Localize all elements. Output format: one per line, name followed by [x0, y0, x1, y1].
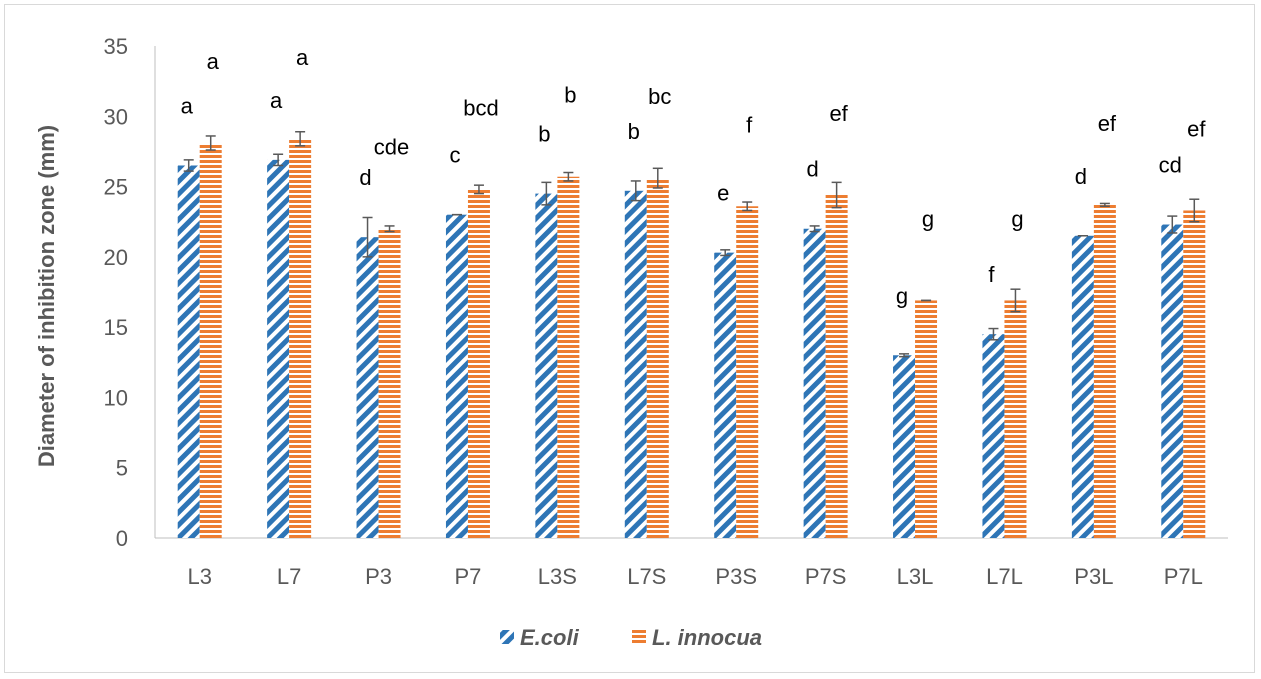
axes: 0 5 10 15 20 25 30 35 L3 L7 P3 P7 L3S L7S P3S P7S L3L L7L…	[104, 34, 1228, 589]
y-tick-label: 25	[104, 175, 128, 200]
legend-label: L. innocua	[652, 625, 762, 650]
error-bar	[1099, 202, 1110, 208]
x-tick-label: P3L	[1074, 564, 1113, 589]
bar-ecoli	[445, 214, 468, 538]
bar-linnocua	[467, 189, 490, 538]
error-bar	[1189, 198, 1200, 223]
significance-label: bc	[648, 84, 671, 109]
significance-label: ef	[1187, 116, 1206, 141]
bar-ecoli	[267, 159, 290, 538]
bar-linnocua	[1093, 204, 1116, 539]
error-bar	[831, 181, 842, 209]
error-bar	[563, 171, 574, 182]
legend-swatch	[500, 630, 514, 644]
bar-ecoli	[893, 355, 916, 538]
x-tick-label: P3S	[715, 564, 757, 589]
bar-linnocua	[825, 195, 848, 538]
bar-linnocua	[736, 206, 759, 538]
significance-label: g	[896, 283, 908, 308]
significance-label: f	[746, 112, 753, 137]
error-bar	[1167, 215, 1178, 234]
x-tick-label: P7	[454, 564, 481, 589]
y-tick-label: 20	[104, 245, 128, 270]
error-bar	[742, 201, 753, 212]
error-bar	[630, 180, 641, 202]
x-tick-label: L7L	[986, 564, 1023, 589]
x-tick-label: P7L	[1164, 564, 1203, 589]
error-bar	[183, 159, 194, 172]
error-bar	[809, 225, 820, 233]
y-tick-label: 5	[116, 456, 128, 481]
bar-ecoli	[1071, 235, 1094, 538]
bar-ecoli	[1161, 224, 1184, 539]
significance-label: ef	[1098, 111, 1117, 136]
error-bar	[988, 327, 999, 341]
significance-label: a	[181, 93, 194, 118]
significance-label: e	[717, 181, 729, 206]
significance-label: d	[359, 165, 371, 190]
significance-label: b	[628, 119, 640, 144]
significance-label: a	[207, 49, 220, 74]
bar-ecoli	[624, 190, 647, 538]
y-tick-label: 30	[104, 104, 128, 129]
x-tick-label: P3	[365, 564, 392, 589]
significance-label: g	[922, 206, 934, 231]
significance-label: bcd	[463, 95, 498, 120]
error-bar	[1010, 288, 1021, 313]
significance-label: f	[988, 262, 995, 287]
bar-ecoli	[356, 237, 379, 539]
error-bar	[273, 153, 284, 167]
y-tick-label: 0	[116, 526, 128, 551]
error-bar	[362, 216, 373, 258]
bar-ecoli	[714, 252, 737, 538]
error-bar	[652, 167, 663, 189]
error-bar	[899, 353, 910, 358]
y-tick-label: 10	[104, 385, 128, 410]
y-axis-title: Diameter of inhibition zone (mm)	[34, 125, 59, 467]
significance-label: b	[538, 122, 550, 147]
bar-linnocua	[199, 142, 222, 538]
bar-linnocua	[378, 228, 401, 538]
significance-label: d	[807, 157, 819, 182]
bars	[177, 130, 1206, 539]
significance-label: a	[296, 45, 309, 70]
y-tick-label: 35	[104, 34, 128, 59]
error-bar	[205, 135, 216, 151]
bar-linnocua	[1183, 210, 1206, 538]
legend: E.coli L. innocua	[500, 625, 762, 650]
bar-ecoli	[535, 193, 558, 538]
error-bar	[720, 249, 731, 257]
significance-label: d	[1075, 164, 1087, 189]
significance-label: g	[1011, 206, 1023, 231]
significance-label: b	[564, 83, 576, 108]
legend-swatch	[632, 630, 646, 644]
error-bar	[384, 225, 395, 233]
bar-ecoli	[177, 165, 200, 538]
x-tick-label: L7S	[627, 564, 666, 589]
bar-linnocua	[289, 138, 312, 538]
bar-linnocua	[1004, 300, 1027, 538]
bar-linnocua	[915, 300, 938, 538]
x-tick-label: L3	[187, 564, 211, 589]
significance-label: cde	[374, 135, 409, 160]
significance-label: ef	[829, 101, 848, 126]
x-tick-label: L3S	[538, 564, 577, 589]
error-bar	[473, 184, 484, 195]
significance-label: a	[270, 88, 283, 113]
significance-label: c	[449, 143, 460, 168]
bar-linnocua	[557, 176, 580, 538]
error-bar	[295, 130, 306, 147]
legend-label: E.coli	[520, 625, 580, 650]
significance-label: cd	[1159, 153, 1182, 178]
bar-ecoli	[803, 228, 826, 538]
bar-linnocua	[646, 178, 669, 538]
bar-ecoli	[982, 334, 1005, 538]
x-tick-label: L7	[277, 564, 301, 589]
y-tick-label: 15	[104, 315, 128, 340]
x-tick-label: P7S	[805, 564, 847, 589]
error-bar	[541, 181, 552, 206]
x-tick-label: L3L	[897, 564, 934, 589]
